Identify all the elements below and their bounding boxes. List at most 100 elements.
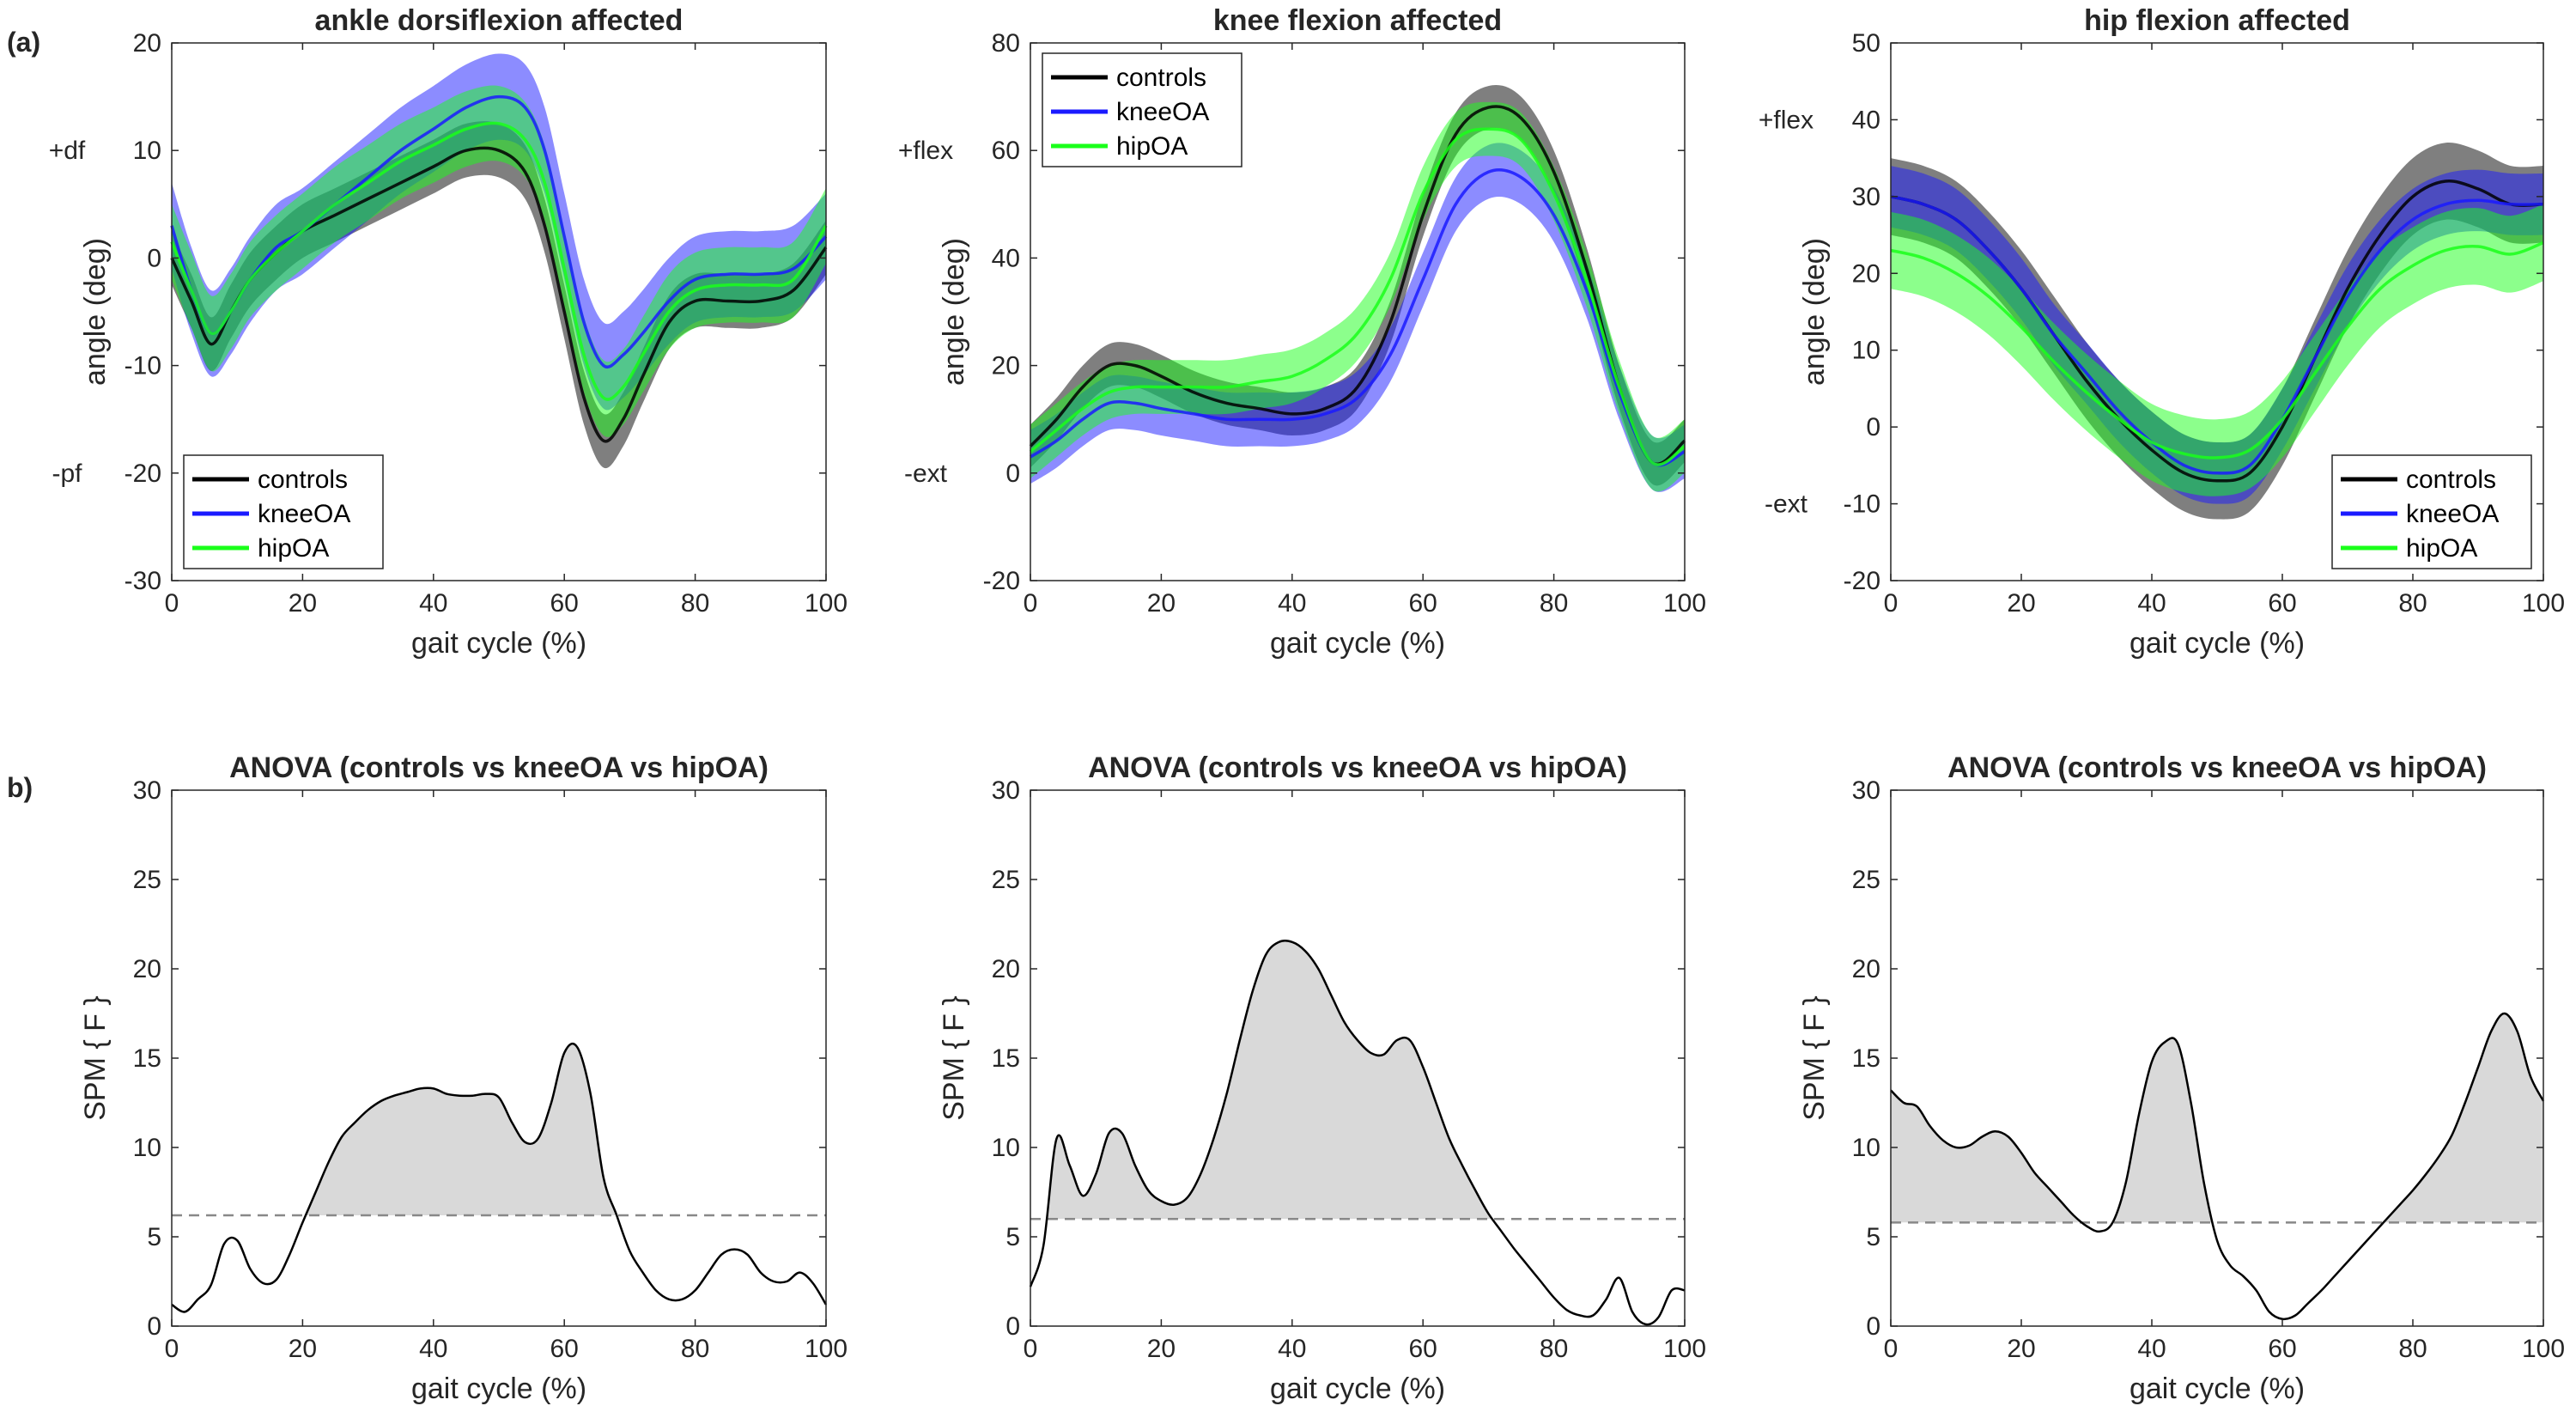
x-tick-label: 20 (289, 589, 317, 618)
y-tick-label: 10 (1852, 337, 1880, 365)
y-tick-label: 20 (992, 352, 1020, 380)
x-axis-label: gait cycle (%) (411, 627, 586, 660)
y-tick-label: 20 (1852, 259, 1880, 288)
y-tick-label: 20 (992, 955, 1020, 983)
y-tick-label: 5 (147, 1223, 161, 1251)
y-tick-label: 30 (992, 776, 1020, 805)
plot-background (172, 790, 826, 1326)
chart-title: ANOVA (controls vs kneeOA vs hipOA) (1088, 752, 1627, 784)
spm-f-curve (1029, 940, 1686, 1326)
x-tick-label: 80 (2398, 589, 2427, 618)
y-tick-label: 25 (1852, 866, 1880, 894)
x-tick-label: 40 (1278, 589, 1306, 618)
x-tick-label: 60 (2268, 589, 2296, 618)
axes-box (1030, 42, 1686, 581)
y-tick-label: -20 (125, 460, 161, 488)
band-hipOA (172, 85, 826, 437)
y-tick-label: 10 (133, 1134, 161, 1162)
chart-4: 0 20 40 60 80 100 0 5 10 15 20 25 30 ANOVA (controls … (79, 752, 848, 1405)
x-tick-label: 80 (681, 589, 709, 618)
axes-box (171, 42, 827, 581)
x-tick-label: 20 (2007, 589, 2035, 618)
band-hipOA (1030, 101, 1685, 492)
legend-label-hipOA: hipOA (258, 534, 329, 563)
y-tick-label: 60 (992, 137, 1020, 165)
legend-label-controls: controls (258, 466, 348, 494)
y-tick-label: 15 (992, 1044, 1020, 1073)
y-axis-label: SPM { F } (938, 995, 970, 1121)
y-tick-label: -10 (125, 352, 161, 380)
y-tick-label: -20 (1844, 567, 1880, 595)
x-tick-label: 60 (550, 1335, 579, 1363)
direction-label-top: +flex (898, 137, 953, 165)
chart-title: ankle dorsiflexion affected (315, 4, 683, 37)
direction-label-bottom: -ext (904, 460, 948, 488)
x-tick-label: 80 (2398, 1335, 2427, 1363)
mean-line-hipOA (1029, 127, 1686, 466)
legend: controls kneeOA hipOA (1042, 52, 1242, 167)
legend-label-controls: controls (2406, 466, 2496, 494)
direction-label-top: +df (49, 137, 86, 165)
y-tick-label: 20 (133, 29, 161, 58)
y-axis-label: angle (deg) (1798, 238, 1831, 386)
x-tick-label: 100 (805, 1335, 848, 1363)
y-tick-label: 30 (1852, 776, 1880, 805)
y-tick-label: 10 (133, 137, 161, 165)
x-tick-label: 60 (2268, 1335, 2296, 1363)
legend: controls kneeOA hipOA (2331, 454, 2532, 569)
legend-label-controls: controls (1116, 64, 1206, 92)
y-tick-label: 0 (1866, 1312, 1880, 1341)
panel-label-a: (a) (7, 27, 40, 58)
x-tick-label: 0 (165, 1335, 179, 1363)
x-tick-label: 0 (1024, 589, 1038, 618)
y-tick-label: 50 (1852, 29, 1880, 58)
x-axis-label: gait cycle (%) (1270, 627, 1445, 660)
x-tick-label: 80 (681, 1335, 709, 1363)
band-hipOA (1891, 204, 2543, 496)
legend-label-kneeOA: kneeOA (1116, 98, 1209, 126)
x-tick-label: 80 (1540, 589, 1568, 618)
y-tick-label: 0 (1866, 413, 1880, 441)
spm-f-curve (1890, 1012, 2545, 1321)
y-tick-label: 40 (992, 244, 1020, 272)
x-tick-label: 20 (2007, 1335, 2035, 1363)
x-tick-label: 100 (1663, 589, 1706, 618)
x-tick-label: 40 (2137, 1335, 2166, 1363)
y-tick-label: 0 (1005, 460, 1020, 488)
legend: controls kneeOA hipOA (183, 454, 384, 569)
y-axis-label: SPM { F } (1798, 995, 1831, 1121)
x-tick-label: 60 (1409, 589, 1437, 618)
suprathreshold-area (172, 1044, 826, 1216)
x-tick-label: 0 (1024, 1335, 1038, 1363)
legend-label-kneeOA: kneeOA (258, 500, 350, 528)
y-tick-label: 5 (1005, 1223, 1020, 1251)
x-tick-label: 40 (2137, 589, 2166, 618)
legend-label-hipOA: hipOA (1116, 132, 1188, 161)
chart-title: hip flexion affected (2084, 4, 2350, 37)
y-tick-label: 10 (1852, 1134, 1880, 1162)
direction-label-bottom: -ext (1765, 490, 1808, 519)
direction-label-top: +flex (1759, 106, 1814, 134)
plot-background (1891, 790, 2543, 1326)
spm-f-curve (171, 1042, 828, 1313)
y-axis-label: angle (deg) (79, 238, 112, 386)
y-tick-label: 0 (147, 1312, 161, 1341)
x-tick-label: 20 (1147, 589, 1176, 618)
legend-label-kneeOA: kneeOA (2406, 500, 2499, 528)
x-tick-label: 20 (289, 1335, 317, 1363)
x-tick-label: 100 (2522, 589, 2565, 618)
x-tick-label: 60 (550, 589, 579, 618)
y-tick-label: 20 (1852, 955, 1880, 983)
y-tick-label: 25 (133, 866, 161, 894)
x-tick-label: 40 (1278, 1335, 1306, 1363)
x-axis-label: gait cycle (%) (2129, 1372, 2305, 1405)
y-tick-label: 80 (992, 29, 1020, 58)
mean-line-kneeOA (1030, 167, 1686, 467)
x-axis-label: gait cycle (%) (411, 1372, 586, 1405)
y-tick-label: 30 (133, 776, 161, 805)
mean-line-kneeOA (1890, 195, 2544, 475)
y-tick-label: 10 (992, 1134, 1020, 1162)
axes-box (1890, 42, 2544, 581)
mean-line-hipOA (170, 121, 828, 401)
